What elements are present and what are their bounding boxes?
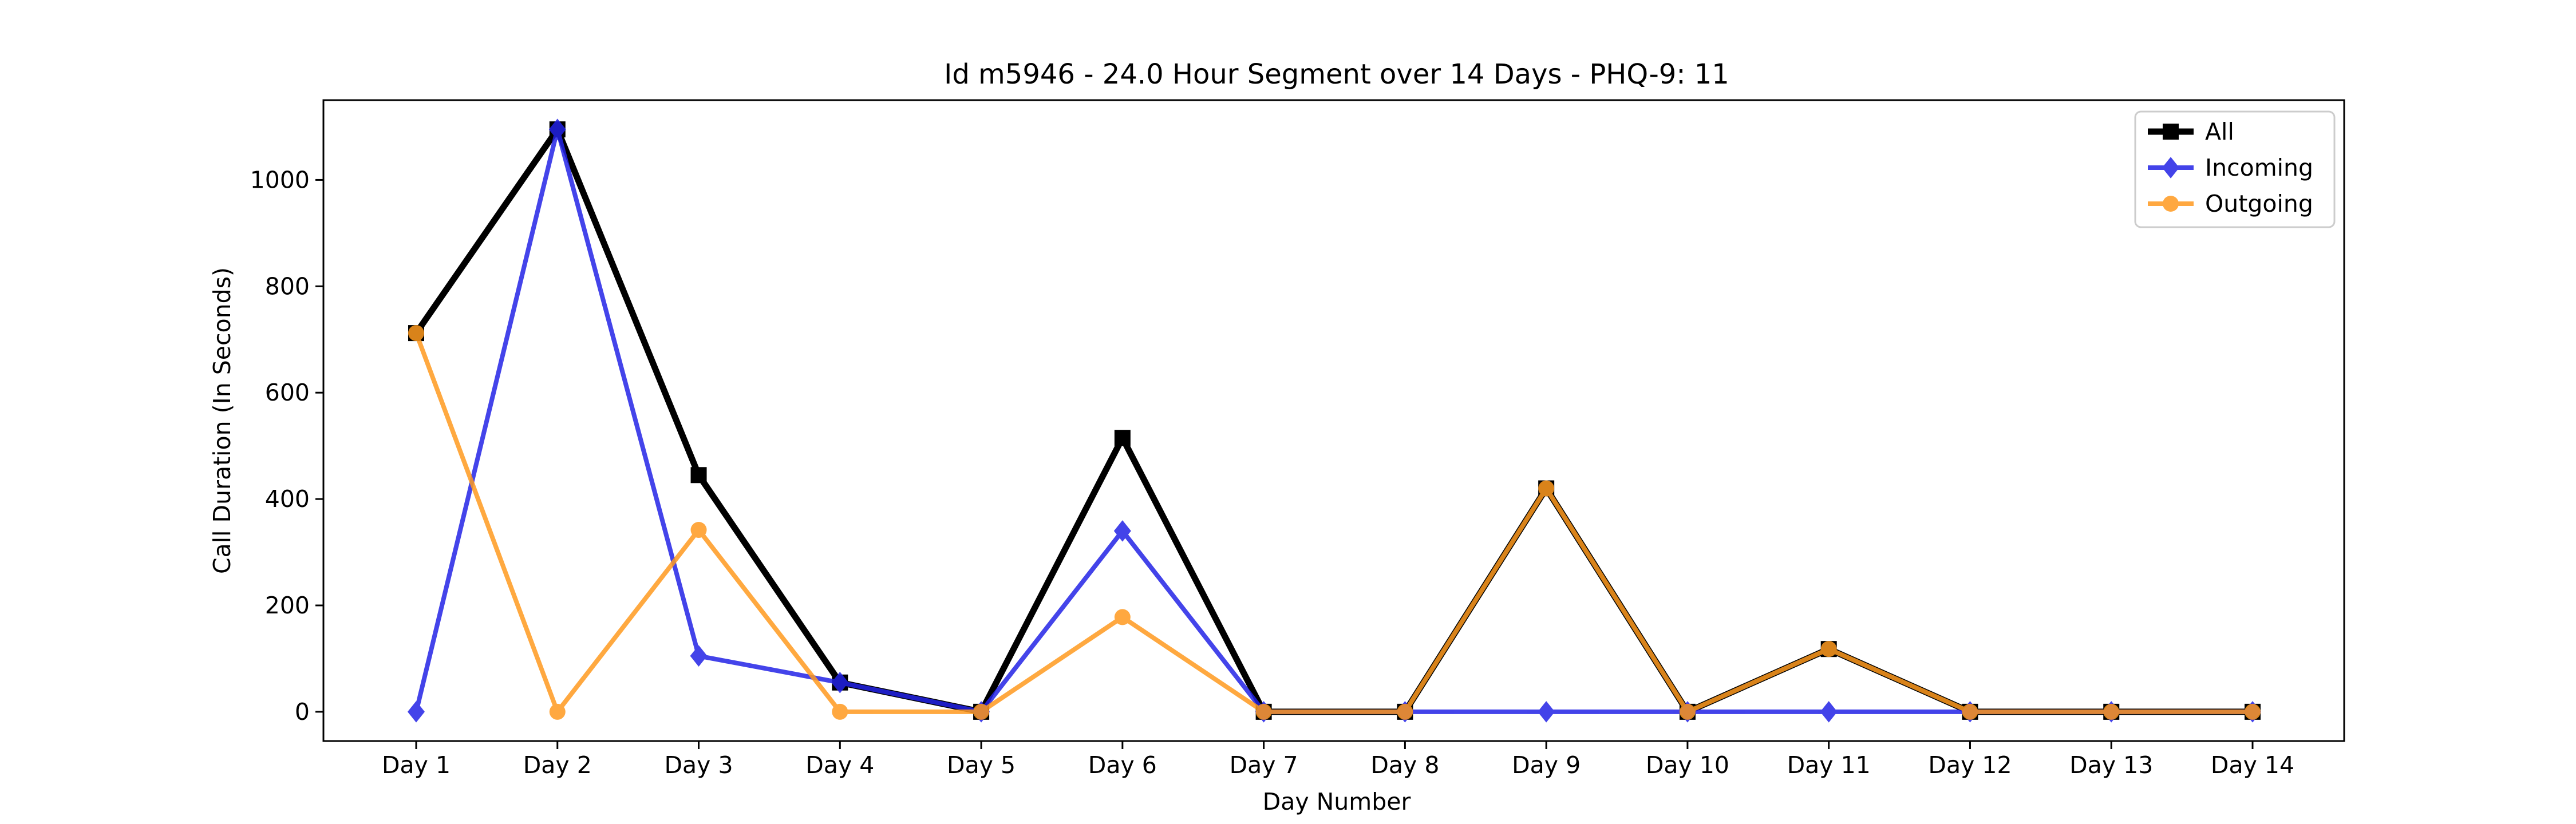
x-tick-label: Day 2 [523,751,592,779]
x-tick-label: Day 7 [1230,751,1298,779]
data-point-outgoing [1114,609,1131,625]
y-tick-label: 1000 [250,166,310,193]
x-axis-label: Day Number [1263,788,1411,815]
data-point-all [690,467,707,484]
plot-frame [322,99,2345,742]
data-point-outgoing [1820,641,1837,657]
data-point-incoming [690,645,708,667]
x-tick-label: Day 11 [1787,751,1871,779]
plot-area [322,99,2345,742]
y-tick-label: 0 [295,698,310,726]
series-layer [408,118,2261,723]
data-point-incoming [408,701,425,723]
legend-item-all [2148,124,2194,140]
x-tick-label: Day 5 [947,751,1016,779]
data-point-outgoing [1255,703,1272,720]
data-point-outgoing [2245,703,2261,720]
data-point-incoming [1538,701,1555,723]
x-tick-label: Day 1 [382,751,451,779]
data-point-outgoing [2103,703,2120,720]
x-tick-label: Day 12 [1928,751,2012,779]
data-point-outgoing [1397,703,1413,720]
legend-marker [2163,196,2179,212]
y-tick-label: 200 [265,592,310,619]
y-axis: 0 200 400 600 800 1000 [250,166,323,726]
data-point-incoming [1820,701,1838,723]
data-point-outgoing [832,703,848,720]
legend-label: Incoming [2205,154,2313,181]
x-tick-label: Day 14 [2211,751,2294,779]
x-tick-label: Day 9 [1512,751,1581,779]
x-tick-label: Day 3 [664,751,733,779]
x-axis: Day 1 Day 2 Day 3 Day 4 Day 5 Day 6 Day 7 Day 8… [382,741,2294,779]
y-tick-label: 800 [265,272,310,300]
legend-item-incoming [2148,157,2194,179]
data-point-outgoing [1679,703,1696,720]
data-point-outgoing [549,703,566,720]
chart-title: Id m5946 - 24.0 Hour Segment over 14 Day… [944,58,1729,90]
data-point-incoming [548,118,566,140]
x-tick-label: Day 13 [2069,751,2153,779]
legend: All Incoming Outgoing [2134,110,2336,228]
legend-item-outgoing [2148,196,2194,212]
y-tick-label: 600 [265,379,310,406]
series-outgoing [408,325,2261,720]
data-point-all [1114,430,1131,446]
y-tick-label: 400 [265,485,310,513]
data-point-outgoing [973,703,990,720]
y-axis-label: Call Duration (In Seconds) [208,267,236,574]
legend-label: Outgoing [2205,190,2313,217]
data-point-outgoing [1962,703,1978,720]
legend-label: All [2205,118,2234,145]
data-point-outgoing [408,325,424,342]
data-point-outgoing [690,522,707,538]
x-tick-label: Day 6 [1088,751,1157,779]
data-point-incoming [1113,520,1131,542]
legend-box [2134,110,2336,228]
data-point-incoming [831,672,849,694]
legend-marker [2162,157,2179,179]
series-line-outgoing [414,332,2253,714]
data-point-outgoing [1538,480,1555,497]
legend-marker [2163,124,2179,140]
x-tick-label: Day 10 [1646,751,1729,779]
x-tick-label: Day 4 [805,751,874,779]
x-tick-label: Day 8 [1370,751,1439,779]
